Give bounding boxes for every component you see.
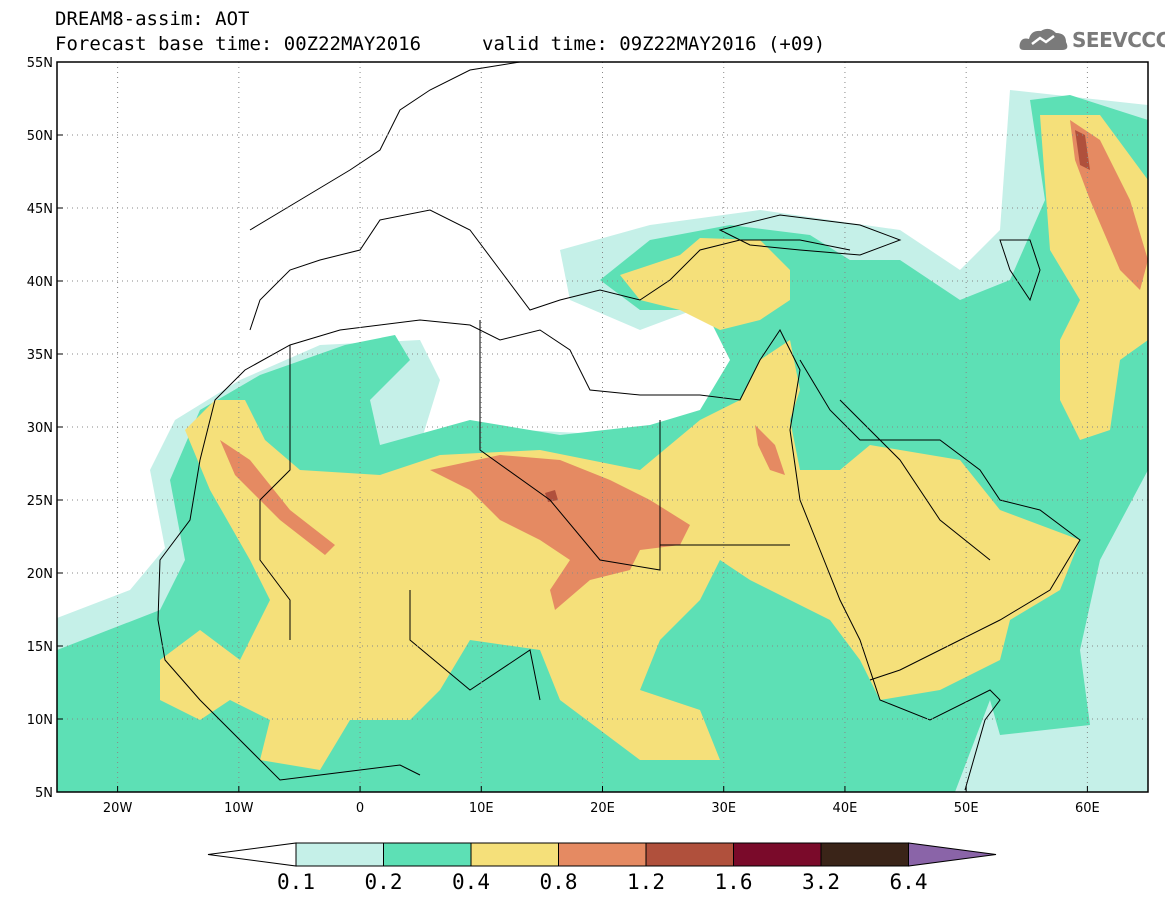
borders-1 bbox=[259, 345, 291, 640]
arabia-coast bbox=[799, 359, 1081, 681]
lon-label: 20W bbox=[103, 801, 133, 816]
borders-5 bbox=[839, 399, 991, 561]
contour-0-8-sinai bbox=[755, 425, 785, 475]
coastlines bbox=[157, 62, 1081, 791]
lat-label: 40N bbox=[27, 275, 53, 290]
lon-labels: 20W 10W 0 10E 20E 30E 40E 50E 60E bbox=[103, 801, 1100, 816]
lat-label: 10N bbox=[27, 713, 53, 728]
lat-label: 45N bbox=[27, 202, 53, 217]
lat-label: 20N bbox=[27, 567, 53, 582]
borders-4 bbox=[409, 590, 541, 701]
europe-north bbox=[249, 62, 521, 231]
colorbar-label: 6.4 bbox=[889, 870, 928, 894]
colorbar-arrow-right bbox=[908, 842, 997, 867]
lon-label: 10W bbox=[224, 801, 254, 816]
colorbar-box bbox=[645, 842, 734, 867]
contour-0-8-east bbox=[1070, 120, 1148, 290]
colorbar-label: 0.4 bbox=[452, 870, 490, 894]
colorbar-box bbox=[558, 842, 647, 867]
base-time: Forecast base time: 00Z22MAY2016 bbox=[55, 33, 422, 55]
contour-1-2-east bbox=[1075, 130, 1090, 170]
europe-coast bbox=[249, 209, 851, 331]
valid-time: valid time: 09Z22MAY2016 (+09) bbox=[482, 33, 826, 55]
black-sea bbox=[718, 214, 902, 256]
aot-contours bbox=[57, 90, 1148, 792]
lon-label: 50E bbox=[954, 801, 979, 816]
contour-0-8-west bbox=[220, 440, 335, 555]
colorbar-box bbox=[383, 842, 472, 867]
lon-label: 40E bbox=[833, 801, 858, 816]
cloud-icon bbox=[1019, 28, 1068, 50]
colorbar-box bbox=[295, 842, 384, 867]
lon-label: 60E bbox=[1075, 801, 1100, 816]
contour-0-4-north bbox=[620, 238, 790, 330]
lat-label: 5N bbox=[35, 786, 53, 801]
west-africa-coast bbox=[157, 459, 421, 781]
colorbar-label: 3.2 bbox=[802, 870, 840, 894]
logo-text: SEEVCCC bbox=[1072, 28, 1165, 52]
colorbar-box bbox=[820, 842, 909, 867]
lon-label: 0 bbox=[356, 801, 364, 816]
lon-label: 10E bbox=[469, 801, 494, 816]
colorbar-label: 1.2 bbox=[627, 870, 665, 894]
colorbar-label: 0.1 bbox=[277, 870, 315, 894]
colorbar-boxes bbox=[207, 842, 997, 867]
colorbar-label: 0.8 bbox=[539, 870, 578, 894]
lon-label: 30E bbox=[711, 801, 736, 816]
lat-label: 25N bbox=[27, 494, 53, 509]
lat-label: 35N bbox=[27, 348, 53, 363]
caspian bbox=[999, 239, 1041, 302]
colorbar-arrow-left bbox=[207, 842, 297, 867]
lat-label: 55N bbox=[27, 56, 53, 71]
colorbar-label: 0.2 bbox=[364, 870, 403, 894]
axis-ticks bbox=[57, 61, 1088, 793]
africa-coast bbox=[199, 319, 1001, 791]
colorbar-box bbox=[733, 842, 822, 867]
lat-labels: 55N 50N 45N 40N 35N 30N 25N 20N 15N 10N 5N bbox=[27, 56, 53, 801]
lon-label: 20E bbox=[590, 801, 615, 816]
title: DREAM8-assim: AOT bbox=[55, 8, 250, 30]
lat-label: 50N bbox=[27, 129, 53, 144]
colorbar-box bbox=[470, 842, 559, 867]
lat-label: 30N bbox=[27, 421, 53, 436]
lat-label: 15N bbox=[27, 640, 53, 655]
colorbar-label: 1.6 bbox=[714, 870, 753, 894]
grid-lines bbox=[57, 62, 1148, 792]
contour-0-8 bbox=[430, 455, 690, 610]
